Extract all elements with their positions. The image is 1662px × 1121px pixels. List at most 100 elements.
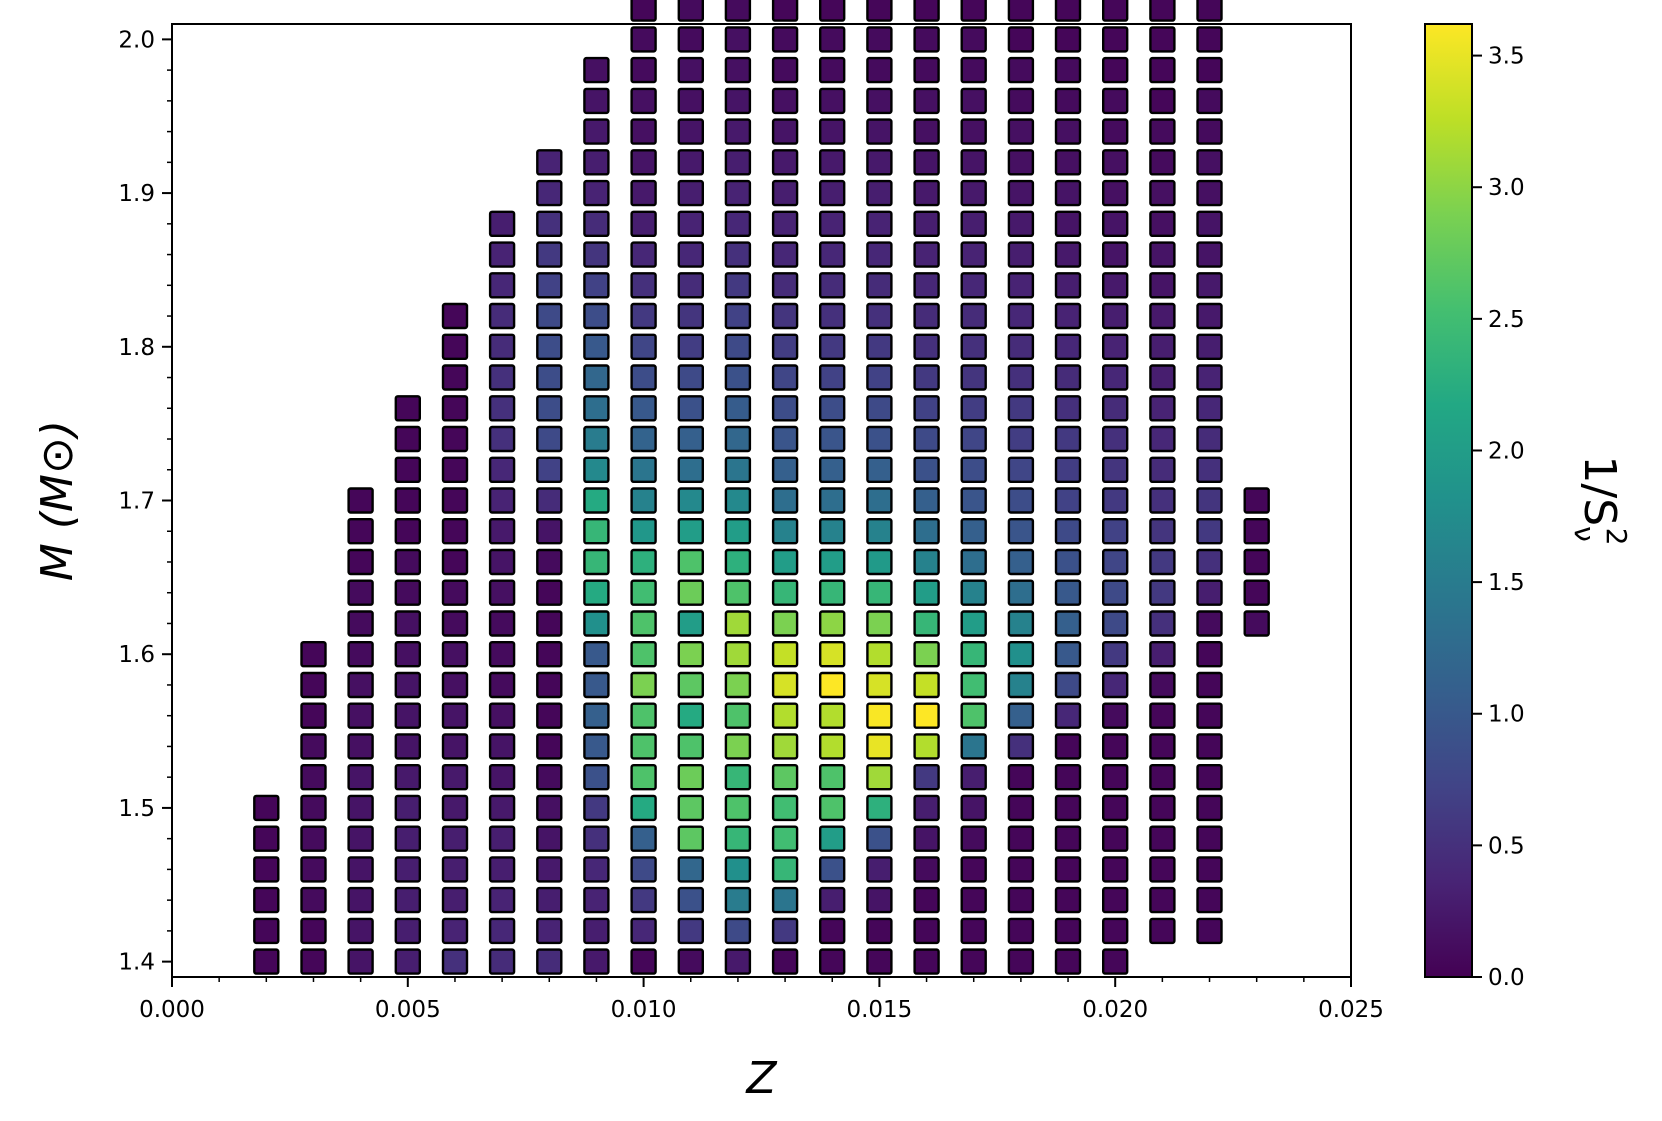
heatmap-cell [724, 917, 752, 945]
y-tick-label: 2.0 [118, 27, 155, 53]
heatmap-cell [253, 917, 280, 945]
heatmap-cell [1196, 825, 1223, 852]
heatmap-cell [960, 886, 987, 914]
heatmap-cell [394, 886, 421, 914]
heatmap-cell [1196, 702, 1223, 729]
heatmap-cell [1149, 641, 1176, 668]
heatmap-cell [1101, 641, 1129, 668]
heatmap-cell [960, 56, 987, 84]
heatmap-cell [1007, 856, 1035, 883]
heatmap-cell [771, 548, 799, 576]
heatmap-cell [819, 610, 846, 637]
heatmap-cell [771, 641, 799, 668]
heatmap-cell [1054, 210, 1082, 238]
heatmap-cell [960, 456, 987, 483]
heatmap-cell [583, 610, 610, 637]
heatmap-cell [1149, 210, 1176, 238]
heatmap-cell [1054, 610, 1082, 637]
heatmap-cell [536, 794, 563, 822]
heatmap-cell [724, 210, 752, 238]
heatmap-cell [394, 671, 421, 699]
heatmap-cell [771, 241, 799, 268]
heatmap-cell [1149, 917, 1176, 945]
heatmap-cell [583, 241, 610, 268]
heatmap-cell [253, 948, 280, 975]
heatmap-cell [677, 794, 704, 822]
heatmap-cell [347, 579, 374, 606]
heatmap-cell [1196, 856, 1223, 883]
heatmap-cell [630, 856, 657, 883]
heatmap-cell [1101, 764, 1129, 791]
colorbar-tick-label: 0.0 [1488, 965, 1525, 991]
heatmap-cell [630, 610, 657, 637]
x-tick-label: 0.000 [139, 997, 205, 1023]
heatmap-cell [1149, 395, 1176, 422]
heatmap-cell [1196, 671, 1223, 699]
heatmap-cell [866, 26, 893, 53]
heatmap-cell [488, 395, 516, 422]
heatmap-cell [913, 764, 940, 791]
heatmap-cell [1196, 149, 1223, 176]
heatmap-cell [394, 733, 421, 760]
heatmap-cell [1196, 210, 1223, 238]
heatmap-cell [866, 886, 893, 914]
heatmap-cell [1007, 333, 1035, 360]
heatmap-cell [488, 518, 516, 545]
heatmap-cell [819, 856, 846, 883]
heatmap-cell [630, 671, 657, 699]
heatmap-cell [819, 794, 846, 822]
heatmap-cell [1149, 333, 1176, 360]
heatmap-cell [771, 518, 799, 545]
heatmap-cell [583, 179, 610, 207]
heatmap-cell [300, 671, 327, 699]
heatmap-cell [536, 487, 563, 514]
heatmap-cell [441, 579, 469, 606]
heatmap-cell [630, 0, 657, 22]
heatmap-cell [771, 272, 799, 299]
heatmap-cell [394, 641, 421, 668]
heatmap-cell [1149, 179, 1176, 207]
heatmap-cell [1101, 671, 1129, 699]
heatmap-cell [394, 610, 421, 637]
heatmap-cell [1149, 794, 1176, 822]
heatmap-cell [1054, 641, 1082, 668]
heatmap-cell [630, 302, 657, 330]
heatmap-cell [253, 886, 280, 914]
heatmap-cell [488, 886, 516, 914]
heatmap-cell [441, 764, 469, 791]
heatmap-cell [1007, 548, 1035, 576]
heatmap-cell [1007, 425, 1035, 453]
heatmap-cell [536, 856, 563, 883]
heatmap-cell [1149, 241, 1176, 268]
heatmap-cell [1149, 610, 1176, 637]
heatmap-cell [960, 733, 987, 760]
heatmap-cell [1101, 56, 1129, 84]
heatmap-cell [1007, 610, 1035, 637]
heatmap-cell [488, 364, 516, 391]
heatmap-cell [913, 395, 940, 422]
heatmap-cell [347, 886, 374, 914]
heatmap-cell [1149, 456, 1176, 483]
heatmap-cell [488, 917, 516, 945]
heatmap-cell [1196, 87, 1223, 115]
heatmap-cell [819, 210, 846, 238]
heatmap-cell [1196, 118, 1223, 145]
heatmap-cell [1007, 241, 1035, 268]
heatmap-cell [536, 241, 563, 268]
heatmap-cell [677, 333, 704, 360]
heatmap-cell [1007, 272, 1035, 299]
heatmap-cell [441, 333, 469, 360]
heatmap-cell [1196, 456, 1223, 483]
heatmap-cell [441, 610, 469, 637]
heatmap-cell [1102, 0, 1129, 22]
heatmap-cell [583, 333, 610, 360]
heatmap-cell [536, 641, 563, 668]
heatmap-cell [677, 548, 704, 576]
heatmap-cell [724, 149, 752, 176]
heatmap-cell [300, 764, 327, 791]
x-tick-label: 0.020 [1082, 997, 1148, 1023]
heatmap-cell [913, 579, 940, 606]
heatmap-cell [1054, 671, 1082, 699]
colorbar-tick-label: 3.5 [1488, 44, 1525, 70]
